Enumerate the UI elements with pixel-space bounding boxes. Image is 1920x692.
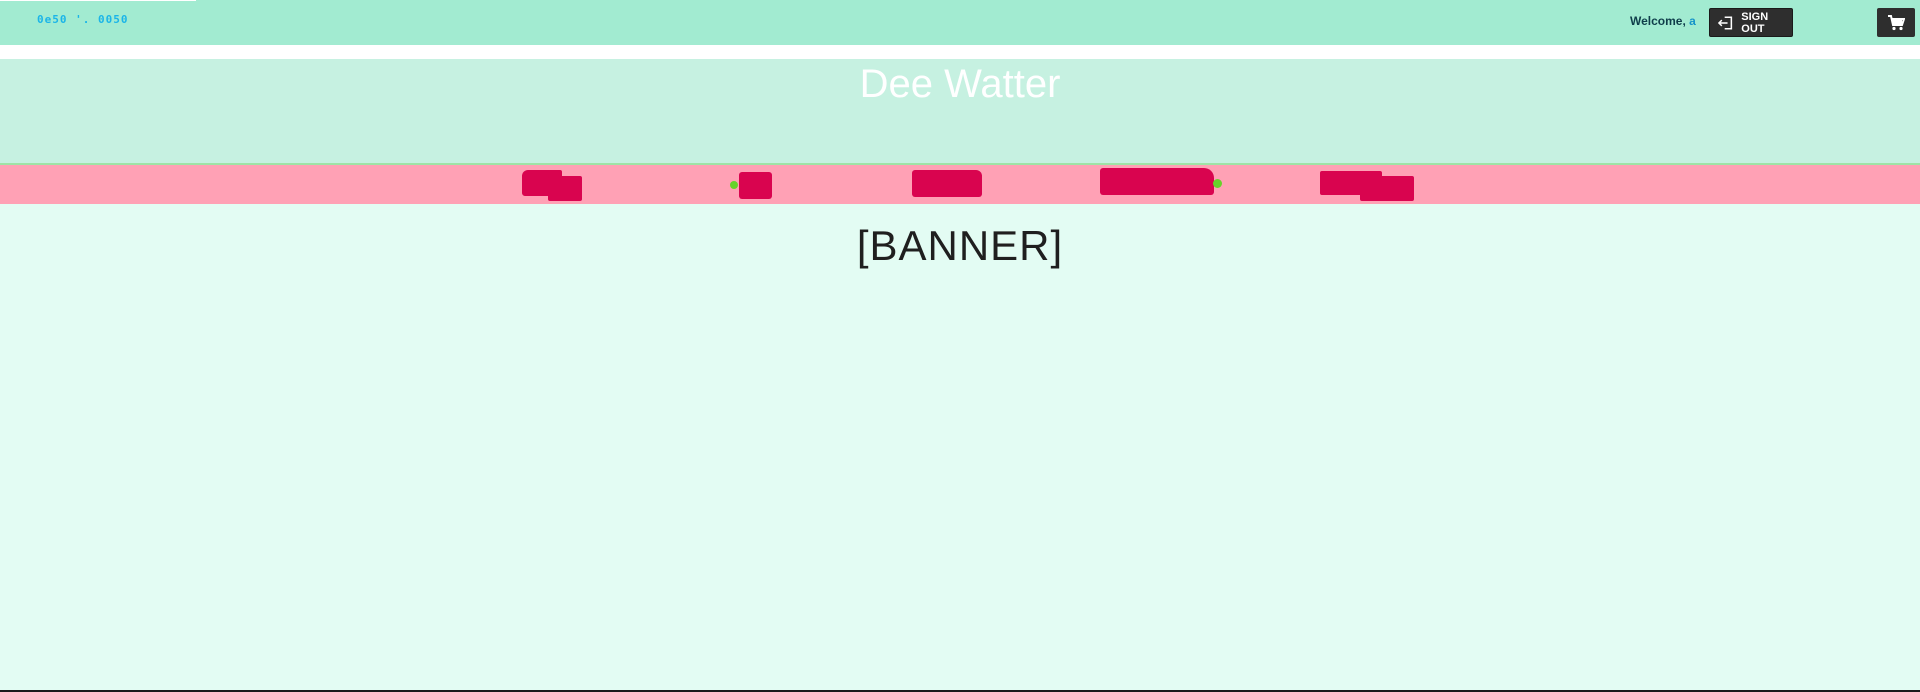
nav-item-2-dot-icon (730, 181, 738, 189)
top-left-label: 0e50 '. 0050 (37, 13, 129, 26)
nav-item-3-redaction (912, 170, 982, 197)
banner-placeholder: [BANNER] (856, 222, 1064, 269)
nav-item-5[interactable] (1320, 169, 1415, 201)
nav-item-4[interactable] (1092, 165, 1227, 199)
header-divider (0, 163, 1920, 165)
top-bar-highlight (0, 0, 196, 1)
site-header: Dee Watter (0, 59, 1920, 165)
cart-icon (1888, 14, 1905, 30)
page-bottom-border (0, 690, 1920, 692)
header-spacer (0, 45, 1920, 59)
welcome-message: Welcome, a (1630, 14, 1696, 28)
nav-item-1-redaction-2 (548, 176, 582, 201)
sign-out-label: SIGN OUT (1741, 10, 1769, 35)
nav-item-2-redaction (739, 172, 772, 199)
main-nav (0, 165, 1920, 204)
nav-item-1[interactable] (520, 168, 582, 201)
site-title[interactable]: Dee Watter (859, 62, 1061, 106)
nav-item-4-dot-icon (1213, 179, 1222, 188)
sign-out-icon (1718, 16, 1733, 29)
welcome-username: a (1689, 14, 1696, 28)
sign-out-button[interactable]: SIGN OUT (1709, 8, 1793, 37)
welcome-prefix: Welcome, (1630, 14, 1690, 28)
cart-button[interactable] (1877, 8, 1915, 37)
nav-item-3[interactable] (912, 168, 996, 200)
nav-item-2[interactable] (730, 169, 790, 201)
top-bar: 0e50 '. 0050 Welcome, a SIGN OUT (0, 0, 1920, 45)
nav-item-5-redaction-2 (1360, 176, 1414, 201)
nav-item-4-redaction (1100, 168, 1214, 195)
